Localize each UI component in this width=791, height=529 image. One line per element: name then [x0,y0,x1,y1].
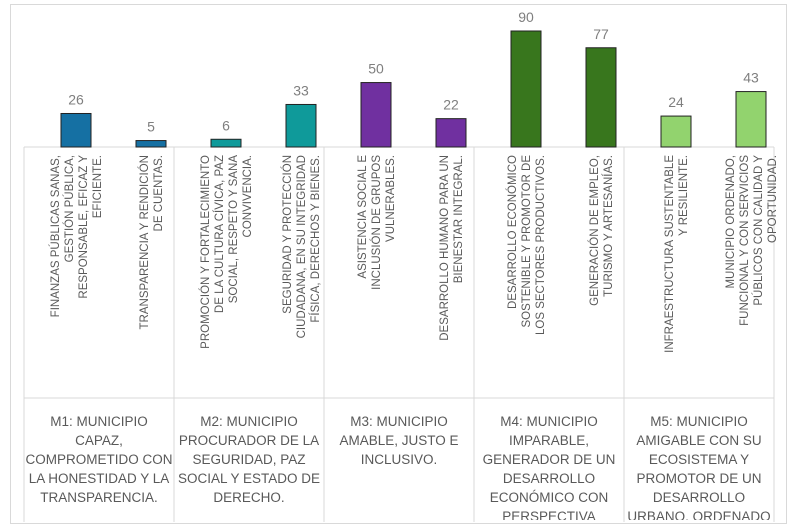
category-label: DESARROLLO HUMANO PARA UN BIENESTAR INTEG… [439,155,465,341]
category-label-line: SOCIAL, RESPETO Y SANA [228,155,240,304]
category-label-line: GESTIÓN PÚBLICA, [63,155,76,262]
bar [510,30,542,148]
bar-value-label: 43 [743,70,759,86]
category-label-line: GENERACIÓN DE EMPLEO, [588,155,601,306]
group-label: M1: MUNICIPIO CAPAZ, COMPROMETIDO CON LA… [25,414,173,505]
category-label-line: DE CUENTAS. [153,155,165,231]
category-label: GENERACIÓN DE EMPLEO, TURISMO Y ARTESANÍA… [588,155,615,306]
category-label-line: RESPONSABLE, EFICAZ Y [78,155,90,299]
bar-value-label: 5 [147,119,155,135]
bar-value-label: 6 [222,117,230,133]
group-label: M2: MUNICIPIO PROCURADOR DE LA SEGURIDAD… [177,414,321,505]
category-label: MUNICIPIO ORDENADO, FUNCIONAL Y CON SERVI… [725,155,779,326]
bar [285,103,317,148]
category-label-line: PÚBLICOS CON CALIDAD Y [752,155,765,306]
category-label-line: SEGURIDAD Y PROTECCIÓN [281,155,294,314]
category-label: DESARROLLO ECONÓMICO SOSTENIBLE Y PROMOTO… [506,155,547,335]
bar-value-label: 50 [368,61,384,77]
category-label: FINANZAS PÚBLICAS SANAS, GESTIÓN PÚBLICA,… [49,155,104,318]
group-label: M5: MUNICIPIO AMIGABLE CON SU ECOSISTEMA… [627,414,771,520]
category-label: INFRAESTRUCTURA SUSTENTABLE Y RESILIENTE. [664,155,690,353]
category-label: TRANSPARENCIA Y RENDICIÓN DE CUENTAS. [138,155,165,329]
bar-value-label: 90 [518,9,534,25]
category-label-line: DE LA CULTURA CÍVICA, PAZ [213,155,226,313]
bar-value-label: 33 [293,82,309,98]
category-label-line: FUNCIONAL Y CON SERVICIOS [739,155,751,326]
category-label-line: Y RESILIENTE. [678,155,690,236]
category-label-line: BIENESTAR INTEGRAL. [453,155,465,283]
bar-value-label: 22 [443,97,459,113]
category-label-line: INCLUSIÓN DE GRUPOS [370,155,383,290]
category-label-line: MUNICIPIO ORDENADO, [725,155,737,289]
category-label-line: OPORTUNIDAD. [767,155,779,243]
bar-value-label: 24 [668,94,684,110]
category-label-line: TURISMO Y ARTESANÍAS. [602,155,615,297]
category-label-line: VULNERABLES. [385,155,397,242]
bar [660,115,692,148]
bar [135,140,167,148]
bar-value-label: 77 [593,26,609,42]
bar [735,91,767,148]
group-label: M4: MUNICIPIO IMPARABLE, GENERADOR DE UN… [482,414,616,520]
bar [435,118,467,148]
category-label-line: EFICIENTE. [92,155,104,218]
bar-value-label: 26 [68,91,84,107]
category-label-line: DESARROLLO ECONÓMICO [506,155,519,309]
category-label-line: FÍSICA, DERECHOS Y BIENES. [309,155,322,323]
category-label-line: INFRAESTRUCTURA SUSTENTABLE [664,155,676,353]
category-label-line: LOS SECTORES PRODUCTIVOS. [535,155,547,335]
category-label: PROMOCIÓN Y FORTALECIMIENTO DE LA CULTURA… [199,155,254,349]
category-label-line: PROMOCIÓN Y FORTALECIMIENTO [199,155,212,349]
chart-frame [10,4,787,524]
category-label: SEGURIDAD Y PROTECCIÓN CIUDADANA, EN SU I… [281,155,322,338]
category-label-line: CONVIVENCIA. [242,155,254,237]
group-label: M3: MUNICIPIO AMABLE, JUSTO E INCLUSIVO. [339,414,459,467]
category-label-line: SOSTENIBLE Y PROMOTOR DE [521,155,533,328]
bar [210,138,242,148]
category-label-line: CIUDADANA, EN SU INTEGRIDAD [296,155,308,338]
category-label-line: TRANSPARENCIA Y RENDICIÓN [138,155,151,329]
category-label-line: ASISTENCIA SOCIAL E [357,155,369,279]
bar [360,82,392,148]
bar [60,112,92,148]
category-label: ASISTENCIA SOCIAL E INCLUSIÓN DE GRUPOS VU… [357,155,397,290]
category-label-line: FINANZAS PÚBLICAS SANAS, [49,155,62,317]
category-label-line: DESARROLLO HUMANO PARA UN [439,155,451,341]
bar [585,47,617,148]
